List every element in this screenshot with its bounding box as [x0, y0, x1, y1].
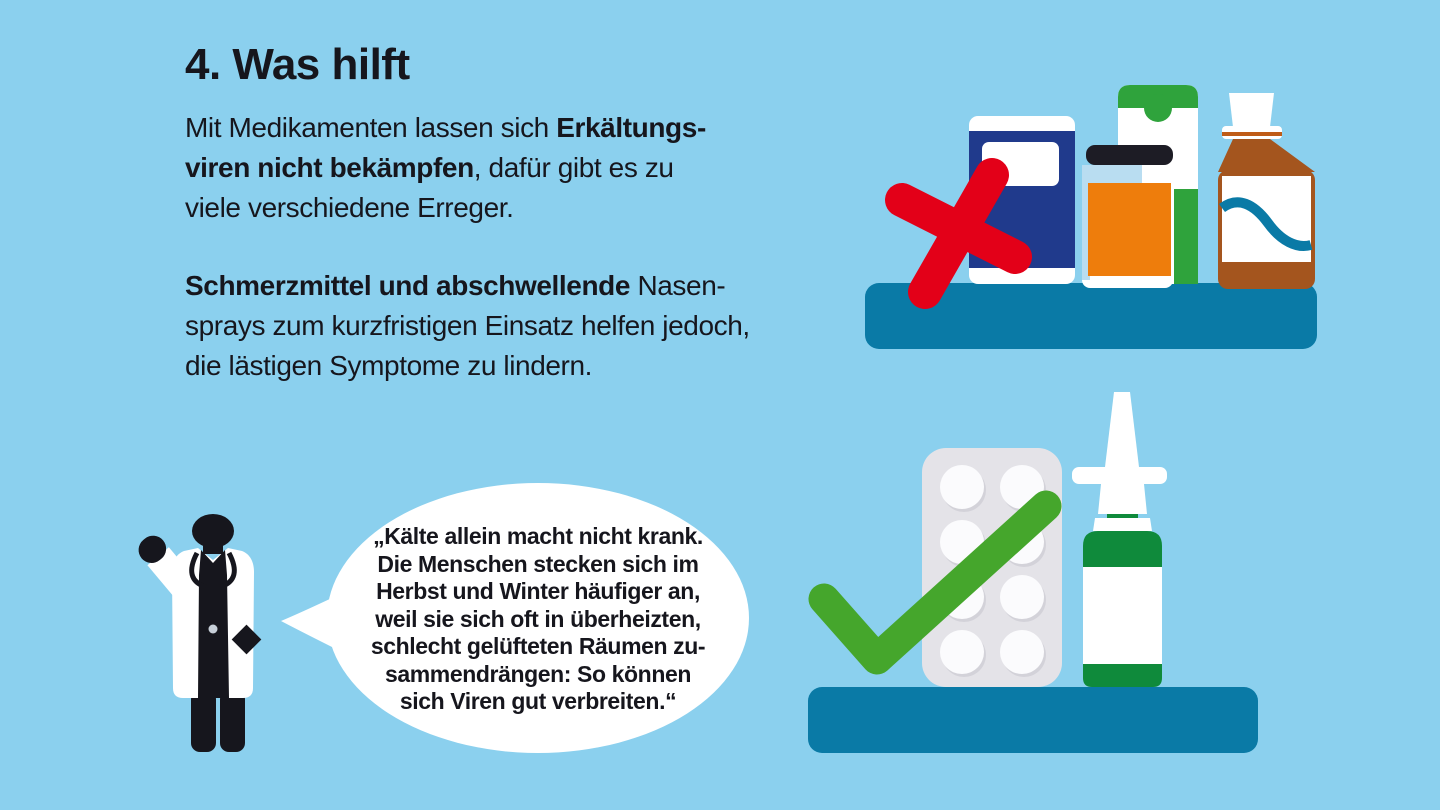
- doctor-quote: „Kälte allein macht nicht krank. Die Men…: [370, 523, 706, 714]
- check-mark-icon: [808, 490, 1062, 675]
- nasal-spray: [1072, 392, 1167, 687]
- top-shelf: [865, 283, 1317, 349]
- speech-bubble-tail: [281, 597, 336, 649]
- doctor-pictogram-icon: [138, 514, 262, 752]
- jar-label: [1088, 183, 1171, 276]
- spray-label: [1083, 567, 1162, 664]
- speech-bubble: [281, 483, 749, 753]
- bottom-shelf: [808, 687, 1258, 753]
- x-mark-icon: [885, 158, 1032, 309]
- advice-paragraph: Schmerzmittel und abschwellende Nasen- s…: [185, 270, 750, 382]
- syrup-bottle: [1218, 93, 1315, 289]
- intro-paragraph: Mit Medikamenten lassen sich Erkältungs-…: [185, 112, 706, 224]
- pill-jar: [1082, 145, 1173, 288]
- page-title: 4. Was hilft: [185, 40, 410, 89]
- approved-remedies-scene: [808, 392, 1258, 753]
- bottle-cap: [1229, 93, 1274, 127]
- jar-lid: [1086, 145, 1173, 165]
- green-bottle-strip: [1174, 189, 1198, 284]
- text-column: 4. Was hilft Mit Medikamenten lassen sic…: [185, 40, 885, 424]
- rejected-medicines-scene: [865, 85, 1317, 349]
- doctor-quote-scene: [138, 483, 749, 753]
- spray-nozzle: [1105, 392, 1139, 467]
